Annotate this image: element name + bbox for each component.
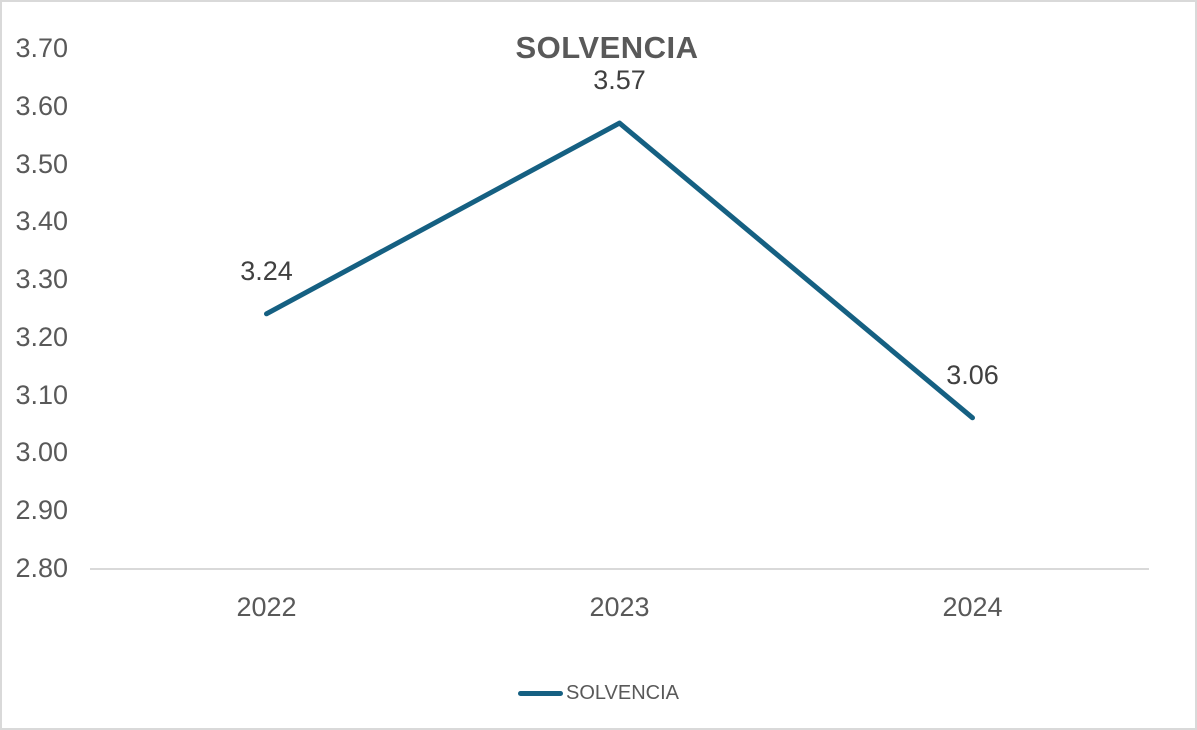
y-axis-tick-label: 3.60 xyxy=(15,90,68,121)
x-axis-tick-label: 2022 xyxy=(236,592,297,622)
y-axis-tick-label: 3.10 xyxy=(15,379,68,410)
y-axis-tick-label: 3.50 xyxy=(15,148,68,179)
legend: SOLVENCIA xyxy=(2,678,1195,708)
x-axis-line xyxy=(90,568,1149,570)
y-axis-tick-label: 3.00 xyxy=(15,437,68,468)
y-axis-tick-label: 2.80 xyxy=(15,553,68,583)
y-axis-tick-label: 3.40 xyxy=(15,206,68,237)
data-label: 3.06 xyxy=(946,359,999,390)
data-label: 3.24 xyxy=(240,255,293,286)
y-axis-tick-label: 3.20 xyxy=(15,321,68,352)
y-axis-tick-label: 3.30 xyxy=(15,264,68,295)
series-line xyxy=(264,120,975,421)
x-axis-tick-label: 2024 xyxy=(942,592,1003,622)
y-axis-tick-label: 3.70 xyxy=(15,33,68,63)
x-axis-tick-label: 2023 xyxy=(589,592,650,622)
legend-label: SOLVENCIA xyxy=(566,681,679,704)
y-axis-tick-label: 2.90 xyxy=(15,495,68,526)
data-label: 3.57 xyxy=(593,65,646,96)
legend-line-swatch xyxy=(518,690,563,696)
chart-title: SOLVENCIA xyxy=(515,30,699,65)
